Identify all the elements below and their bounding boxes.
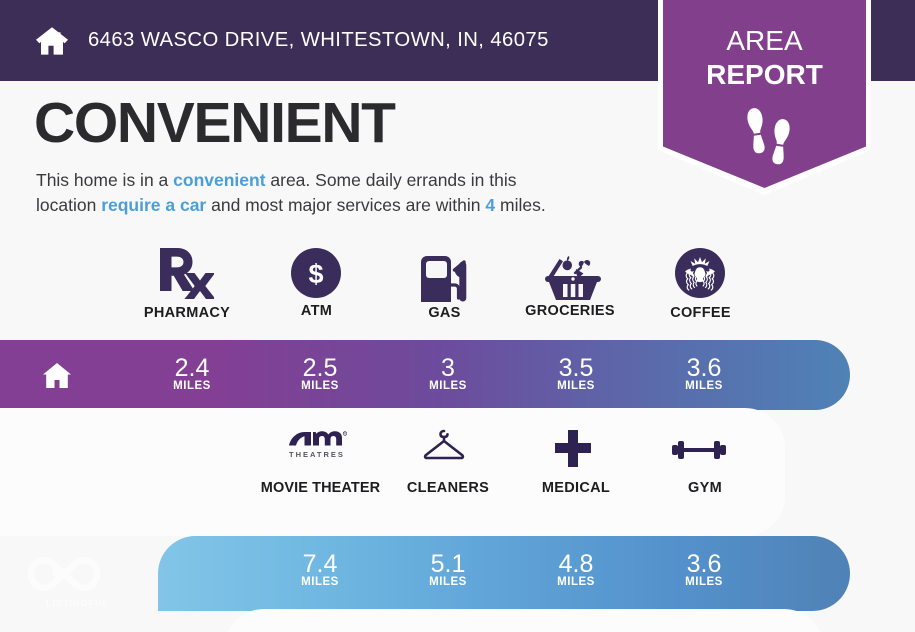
svg-text:R: R <box>344 432 346 436</box>
svg-text:THEATRES: THEATRES <box>289 450 345 459</box>
svg-text:$: $ <box>308 259 323 289</box>
